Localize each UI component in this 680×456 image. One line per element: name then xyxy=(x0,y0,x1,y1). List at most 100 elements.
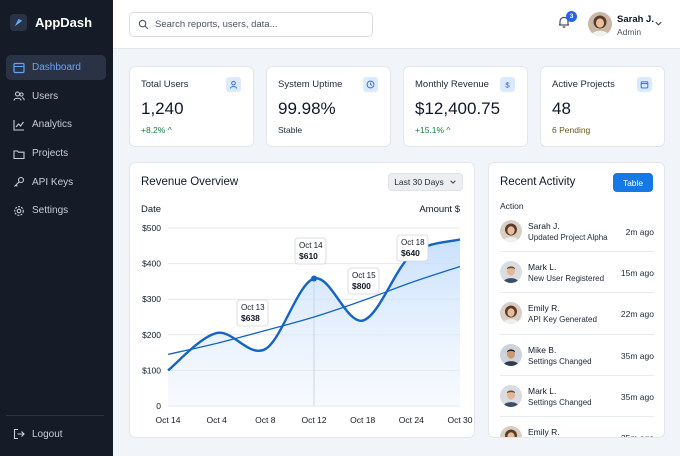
activity-title: Recent Activity xyxy=(500,176,576,188)
sidebar-item-label: Projects xyxy=(32,148,69,160)
avatar xyxy=(500,261,522,284)
stat-title: Monthly Revenue xyxy=(415,79,489,90)
activity-row[interactable]: Sarah J. Updated Project Alpha 2m ago xyxy=(500,211,654,253)
activity-action: Settings Changed xyxy=(528,356,592,366)
activity-row[interactable]: Mark L. New User Registered 15m ago xyxy=(500,252,654,294)
activity-time: 35m ago xyxy=(620,350,654,361)
stat-pending: 6 Pending xyxy=(552,125,591,135)
x-tick-label: Oct 24 xyxy=(399,415,424,425)
chart-tooltip: Oct 15$800 xyxy=(347,267,380,295)
table-button[interactable]: Table xyxy=(613,173,653,192)
user-name[interactable]: Sarah J. xyxy=(617,14,654,25)
activity-action: Settings Changed xyxy=(528,397,592,407)
stat-value: 48 xyxy=(552,99,571,118)
activity-user: Emily R. xyxy=(528,426,560,437)
avatar xyxy=(500,302,522,325)
sidebar-item-label: Users xyxy=(32,90,59,102)
sidebar-item-label: Analytics xyxy=(32,119,73,131)
brand[interactable]: AppDash xyxy=(10,14,92,31)
gear-icon xyxy=(14,206,24,216)
sidebar-item-analytics[interactable]: Analytics xyxy=(6,112,106,137)
clock-icon xyxy=(363,77,378,92)
user-icon xyxy=(226,77,241,92)
sidebar-nav: Dashboard Users Analytics Projects API K… xyxy=(6,55,106,227)
tooltip-date: Oct 15 xyxy=(352,271,376,280)
tooltip-box xyxy=(294,237,327,265)
top-header: 3 Sarah J. Admin xyxy=(113,0,680,49)
activity-list: Sarah J. Updated Project Alpha 2m ago Ma… xyxy=(500,211,654,437)
app-name: AppDash xyxy=(35,15,93,30)
stat-card-projects: Active Projects 48 6 Pending xyxy=(540,66,665,147)
stat-value: 1,240 xyxy=(141,99,184,118)
logout-label: Logout xyxy=(32,428,63,440)
x-tick-label: Oct 18 xyxy=(350,415,375,425)
activity-time: 2m ago xyxy=(625,227,654,237)
avatar[interactable] xyxy=(588,12,612,36)
tooltip-value: $638 xyxy=(241,313,260,323)
activity-row[interactable]: Mark L. Settings Changed 35m ago xyxy=(500,376,654,417)
activity-card: Recent Activity Table Action Sarah J. Up… xyxy=(488,162,665,438)
x-tick-label: Oct 14 xyxy=(155,415,180,425)
activity-action: API Key Generated xyxy=(528,315,597,325)
logo-icon xyxy=(10,14,27,31)
chevron-down-icon[interactable] xyxy=(654,19,663,28)
chart-tooltip: Oct 13$638 xyxy=(236,299,269,327)
tooltip-value: $800 xyxy=(352,281,371,291)
date-range-label: Last 30 Days xyxy=(394,177,444,187)
tooltip-box xyxy=(347,267,380,295)
y-tick-label: $400 xyxy=(142,259,161,269)
avatar xyxy=(500,425,522,437)
dashboard-icon xyxy=(13,62,25,73)
sidebar-item-api-keys[interactable]: API Keys xyxy=(6,170,106,195)
activity-time: 35m ago xyxy=(620,391,654,402)
sidebar-item-dashboard[interactable]: Dashboard xyxy=(6,55,106,80)
key-icon xyxy=(14,177,25,188)
tooltip-value: $640 xyxy=(401,248,420,258)
chart-tooltip: Oct 18$640 xyxy=(396,234,429,262)
activity-row[interactable]: Emily R. Settings Changed 25m ago xyxy=(500,417,654,437)
search-box[interactable] xyxy=(129,12,373,37)
folder-icon xyxy=(13,150,25,159)
users-icon xyxy=(13,91,25,101)
x-tick-label: Oct 8 xyxy=(255,415,276,425)
stat-card-uptime: System Uptime 99.98% Stable xyxy=(266,66,391,147)
activity-action: Updated Project Alpha xyxy=(528,233,608,242)
y-tick-label: $500 xyxy=(142,223,161,233)
y-tick-label: $300 xyxy=(142,294,161,304)
user-role: Admin xyxy=(617,27,642,37)
svg-text:$: $ xyxy=(505,80,510,89)
activity-row[interactable]: Emily R. API Key Generated 22m ago xyxy=(500,293,654,335)
x-tick-label: Oct 4 xyxy=(207,415,228,425)
sidebar-item-label: Settings xyxy=(32,205,69,217)
analytics-icon xyxy=(13,119,24,131)
activity-time: 22m ago xyxy=(620,309,654,320)
search-input[interactable] xyxy=(155,19,365,30)
activity-row[interactable]: Mike B. Settings Changed 35m ago xyxy=(500,335,654,376)
activity-user: Mike B. xyxy=(528,344,557,355)
logout-button[interactable]: Logout xyxy=(13,428,63,440)
y-tick-label: $200 xyxy=(142,330,161,340)
sidebar-item-settings[interactable]: Settings xyxy=(6,198,106,223)
notification-badge: 3 xyxy=(566,11,577,22)
x-tick-label: Oct 12 xyxy=(301,415,326,425)
activity-user: Sarah J. xyxy=(528,221,560,231)
stat-title: System Uptime xyxy=(278,79,343,90)
avatar xyxy=(500,220,522,242)
activity-user: Emily R. xyxy=(528,303,560,314)
activity-action: New User Registered xyxy=(528,274,605,284)
stat-title: Active Projects xyxy=(552,79,615,90)
sidebar-item-users[interactable]: Users xyxy=(6,84,106,109)
stat-change: +8.2% ^ xyxy=(141,125,172,135)
y-axis-title: Amount $ xyxy=(419,204,460,215)
hover-point xyxy=(311,275,317,282)
tooltip-date: Oct 14 xyxy=(299,241,323,250)
chart-title: Revenue Overview xyxy=(141,176,239,188)
date-range-dropdown[interactable]: Last 30 Days xyxy=(388,173,463,191)
stat-card-total-users: Total Users 1,240 +8.2% ^ xyxy=(129,66,254,147)
sidebar: AppDash Dashboard Users Analytics Projec… xyxy=(0,0,113,456)
chart-tooltip: Oct 14$610 xyxy=(294,237,327,265)
avatar xyxy=(500,343,522,366)
sidebar-item-projects[interactable]: Projects xyxy=(6,141,106,166)
stat-card-revenue: Monthly Revenue $ $12,400.75 +15.1% ^ xyxy=(403,66,528,147)
